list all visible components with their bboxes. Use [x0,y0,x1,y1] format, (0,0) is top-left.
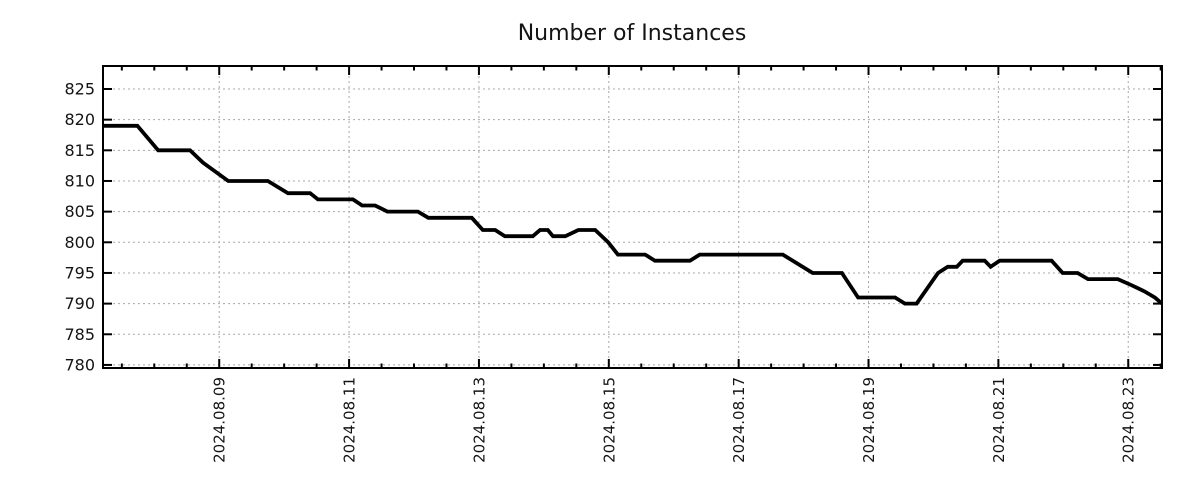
x-tick-label: 2024.08.09 [211,377,229,463]
plot-area: 780 785 790 795 800 805 810 815 820 825 2024.08.09… [64,65,1164,463]
x-tick-label: 2024.08.19 [860,377,878,463]
y-tick-label: 825 [64,79,95,98]
y-tick-label: 795 [64,263,95,282]
chart-title: Number of Instances [518,21,747,46]
y-tick-label: 805 [64,202,95,221]
y-tick-label: 815 [64,141,95,160]
x-tick-label: 2024.08.21 [990,377,1008,463]
x-tick-label: 2024.08.15 [600,377,618,463]
y-tick-label: 785 [64,325,95,344]
series-line [103,123,1164,306]
y-tick-label: 800 [64,233,95,252]
y-tick-label: 780 [64,355,95,374]
y-tick-label: 810 [64,171,95,190]
y-tick-label: 790 [64,294,95,313]
y-tick-label: 820 [64,110,95,129]
plot-border [102,65,1163,369]
x-tick-label: 2024.08.13 [470,377,488,463]
x-tick-label: 2024.08.23 [1120,377,1138,463]
x-tick-label: 2024.08.11 [341,377,359,463]
x-tick-label: 2024.08.17 [730,377,748,463]
